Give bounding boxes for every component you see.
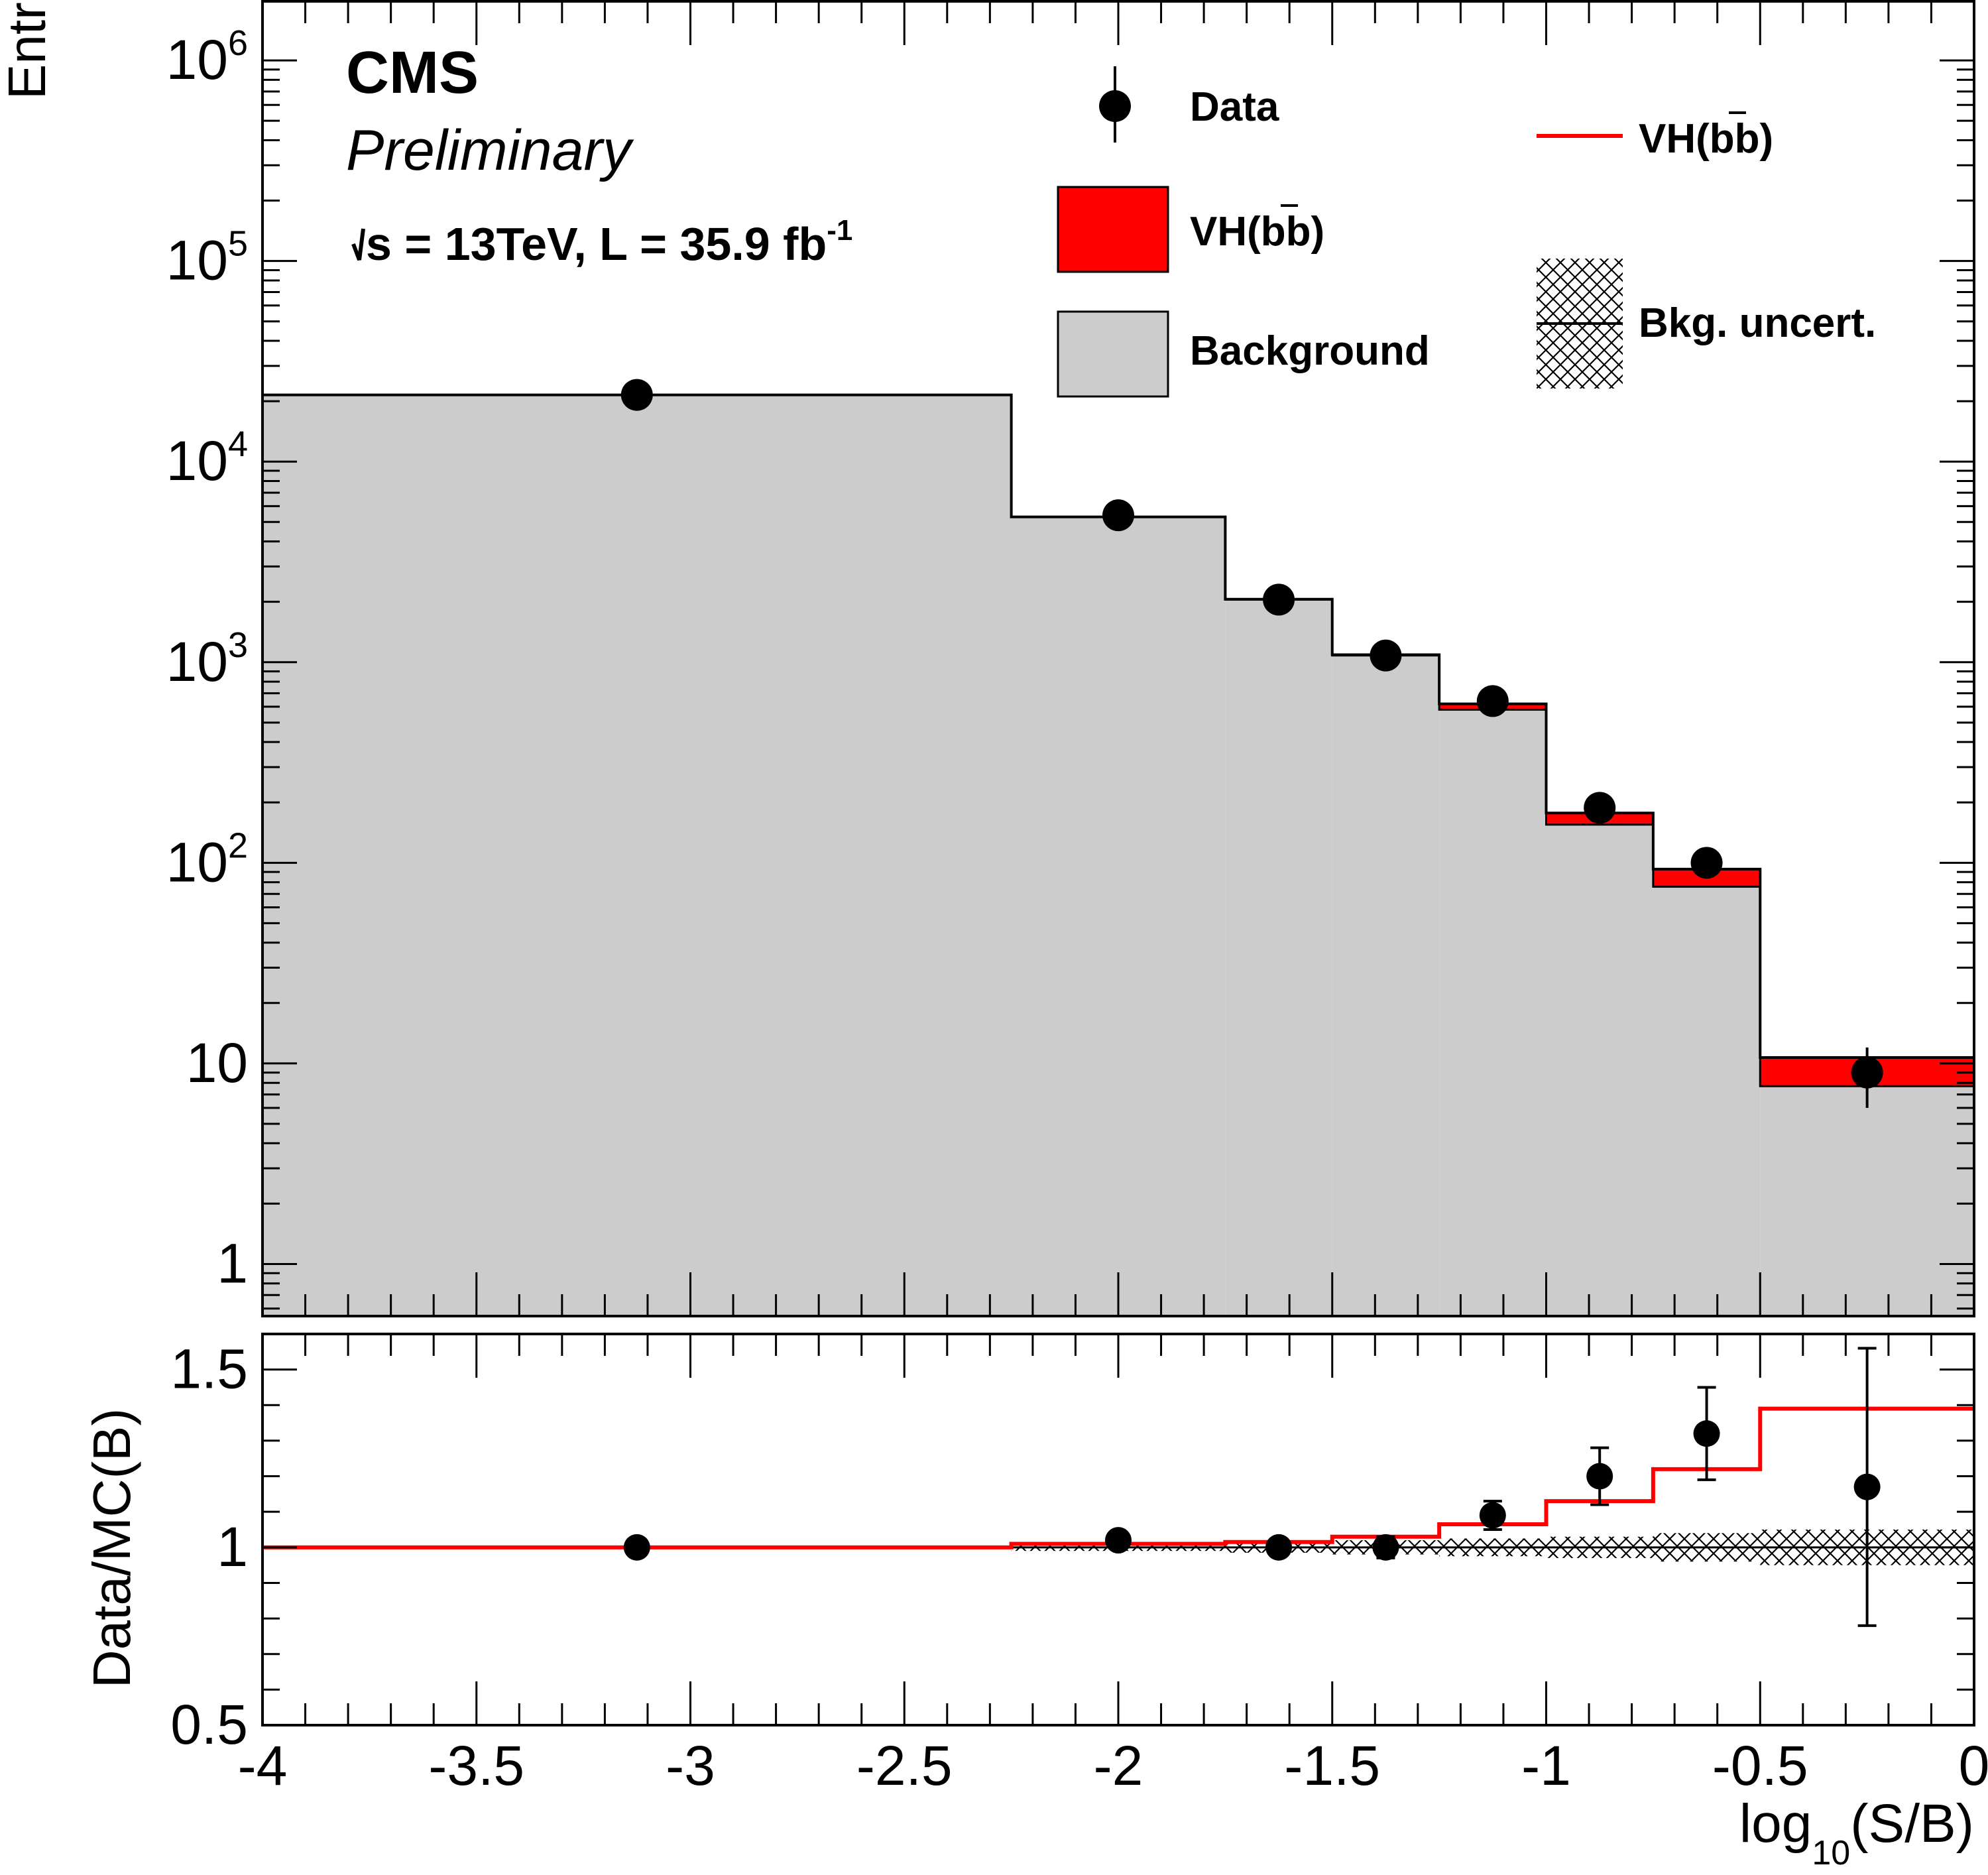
ratio-y-tick-label: 1.5: [170, 1338, 248, 1400]
y-tick-label: 10: [186, 1032, 248, 1094]
legend-background-swatch: [1057, 310, 1169, 398]
y-tick-label: 102: [166, 825, 248, 893]
x-tick-label: -1.5: [1284, 1734, 1380, 1797]
legend-label-bkg-uncert: Bkg. uncert.: [1639, 300, 1876, 346]
ratio-data-point: [1479, 1502, 1506, 1529]
legend-item-data: Data: [1099, 66, 1279, 143]
x-tick-label: 0: [1959, 1734, 1988, 1797]
ratio-y-axis-title: Data/MC(B): [82, 1408, 141, 1688]
background-bar: [1760, 1086, 1974, 1316]
y-tick-exponent: 4: [228, 424, 248, 464]
data-point: [1584, 792, 1616, 824]
x-axis-title: log10(S/B): [1739, 1793, 1974, 1872]
legend-signal-swatch: [1057, 186, 1169, 273]
experiment-label: CMS: [346, 40, 479, 106]
x-tick-label: -3.5: [428, 1734, 524, 1797]
y-tick-exponent: 6: [228, 23, 248, 63]
x-tick-label: -3: [666, 1734, 715, 1797]
energy-lumi-label: s = 13TeV, L = 35.9 fb-1: [351, 214, 852, 270]
y-tick-exponent: 5: [228, 224, 248, 264]
svg-text:log10(S/B): log10(S/B): [1739, 1793, 1974, 1872]
main-data-points: [620, 379, 1883, 1109]
background-bar: [1332, 655, 1440, 1316]
y-tick-base: 10: [166, 631, 228, 693]
data-point: [620, 379, 653, 411]
x-tick-label: -0.5: [1712, 1734, 1808, 1797]
data-point: [1690, 847, 1723, 879]
y-tick-exponent: 3: [228, 625, 248, 665]
y-tick-base: 10: [166, 29, 228, 91]
legend-item-background: Background: [1057, 310, 1430, 398]
background-bar: [1439, 709, 1547, 1316]
y-tick-base: 10: [166, 229, 228, 292]
y-tick-label: 1: [217, 1232, 248, 1294]
y-tick-base: 10: [166, 430, 228, 492]
svg-text:s = 13TeV, L = 35.9 fb-1: s = 13TeV, L = 35.9 fb-1: [366, 214, 852, 270]
legend-item-signal: VH(bb): [1057, 186, 1324, 273]
data-point: [1263, 583, 1295, 616]
y-axis-title: Entries: [0, 0, 56, 99]
legend-data-marker: [1099, 90, 1131, 122]
background-bar: [1653, 886, 1761, 1316]
background-bar: [1546, 824, 1653, 1316]
ratio-axis-ticks: 0.5 1 1.5 -4 -3.5 -3 -2.5 -2 -1.5 -1 -0.5 0: [170, 1334, 1988, 1797]
data-point: [1370, 639, 1402, 672]
legend-label-signal: VH(bb): [1190, 209, 1324, 255]
y-tick-label: 105: [166, 224, 248, 292]
ratio-data-point: [1265, 1534, 1293, 1561]
y-tick-base: 10: [166, 831, 228, 893]
ratio-data-point: [1105, 1527, 1132, 1554]
legend-label-data: Data: [1190, 84, 1279, 130]
x-tick-label: -1: [1521, 1734, 1571, 1797]
sqrt-icon: [351, 228, 365, 261]
ratio-data-point: [1693, 1420, 1720, 1447]
x-tick-label: -2.5: [856, 1734, 953, 1797]
data-point: [1102, 499, 1134, 532]
data-point: [1851, 1056, 1883, 1089]
x-tick-label: -2: [1094, 1734, 1143, 1797]
legend: Data VH(bb) Background VH(bb) Bkg. uncer…: [1057, 66, 1876, 398]
main-plot-area: [263, 393, 1974, 1316]
y-tick-exponent: 2: [228, 825, 248, 865]
y-tick-label: 104: [166, 424, 248, 492]
ratio-data-points: [623, 1347, 1881, 1627]
ratio-data-point: [1853, 1473, 1881, 1500]
x-tick-label: -4: [238, 1734, 288, 1797]
legend-label-signal-line: VH(bb): [1639, 116, 1773, 162]
legend-label-background: Background: [1190, 328, 1430, 374]
ratio-data-point: [1372, 1534, 1399, 1561]
data-point: [1476, 685, 1509, 717]
legend-item-signal-line: VH(bb): [1537, 111, 1773, 162]
y-tick-label: 103: [166, 625, 248, 693]
status-label: Preliminary: [346, 119, 634, 182]
ratio-y-tick-label: 0.5: [170, 1693, 248, 1756]
ratio-data-point: [1586, 1463, 1613, 1490]
legend-item-bkg-uncert: Bkg. uncert.: [1537, 259, 1876, 389]
ratio-data-point: [623, 1534, 650, 1561]
y-tick-label: 106: [166, 23, 248, 91]
ratio-panel: 0.5 1 1.5 -4 -3.5 -3 -2.5 -2 -1.5 -1 -0.5 0 Data/MC…: [82, 1333, 1988, 1872]
background-bar: [1225, 599, 1332, 1316]
ratio-y-tick-label: 1: [217, 1516, 248, 1578]
background-bar: [1011, 516, 1226, 1316]
background-bar: [263, 394, 1012, 1316]
